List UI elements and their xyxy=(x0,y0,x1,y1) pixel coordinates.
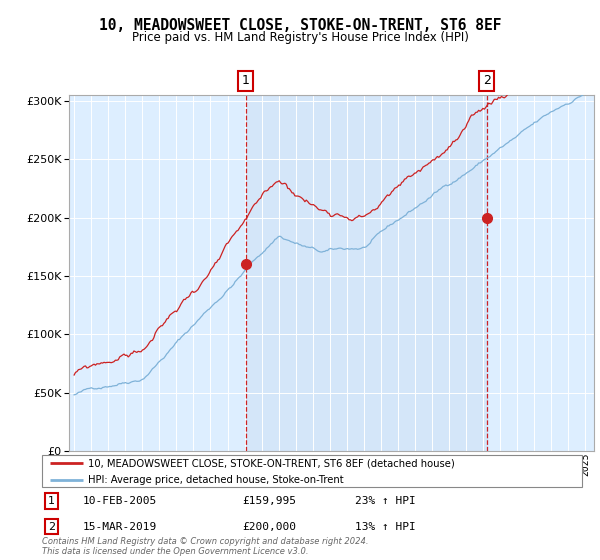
Text: Price paid vs. HM Land Registry's House Price Index (HPI): Price paid vs. HM Land Registry's House … xyxy=(131,31,469,44)
Text: £159,995: £159,995 xyxy=(242,496,296,506)
Text: Contains HM Land Registry data © Crown copyright and database right 2024.
This d: Contains HM Land Registry data © Crown c… xyxy=(42,536,368,556)
Text: 15-MAR-2019: 15-MAR-2019 xyxy=(83,522,157,531)
Text: 1: 1 xyxy=(48,496,55,506)
Text: 13% ↑ HPI: 13% ↑ HPI xyxy=(355,522,416,531)
Bar xyxy=(246,95,487,451)
Text: £200,000: £200,000 xyxy=(242,522,296,531)
Text: 10-FEB-2005: 10-FEB-2005 xyxy=(83,496,157,506)
Text: HPI: Average price, detached house, Stoke-on-Trent: HPI: Average price, detached house, Stok… xyxy=(88,475,344,485)
Text: 10, MEADOWSWEET CLOSE, STOKE-ON-TRENT, ST6 8EF: 10, MEADOWSWEET CLOSE, STOKE-ON-TRENT, S… xyxy=(99,18,501,33)
Text: 1: 1 xyxy=(242,74,250,87)
Text: 10, MEADOWSWEET CLOSE, STOKE-ON-TRENT, ST6 8EF (detached house): 10, MEADOWSWEET CLOSE, STOKE-ON-TRENT, S… xyxy=(88,459,455,469)
Text: 2: 2 xyxy=(483,74,491,87)
Text: 23% ↑ HPI: 23% ↑ HPI xyxy=(355,496,416,506)
Text: 2: 2 xyxy=(48,522,55,531)
FancyBboxPatch shape xyxy=(42,455,582,487)
